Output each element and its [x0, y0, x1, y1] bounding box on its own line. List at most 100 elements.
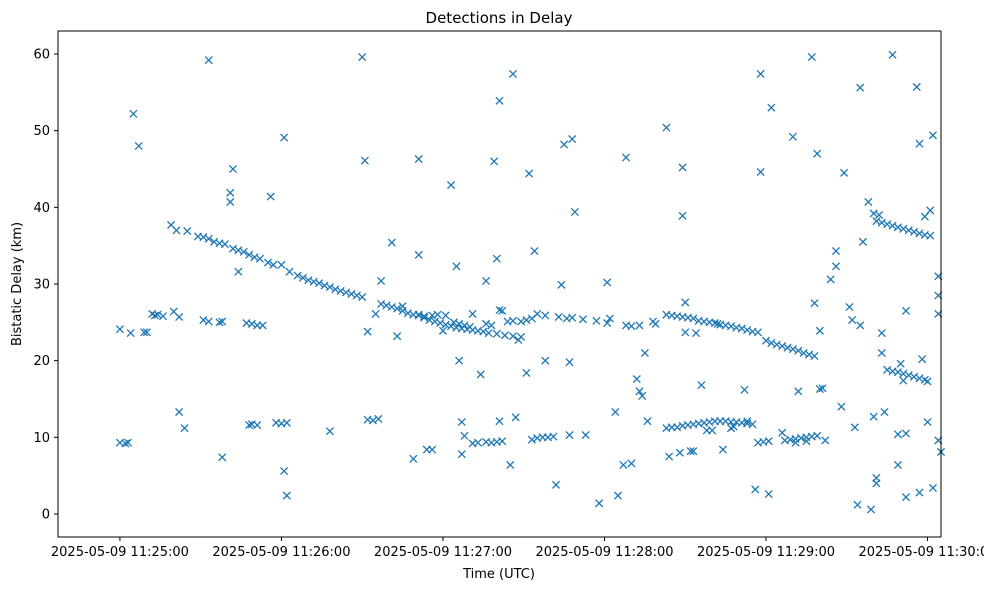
x-tick-label: 2025-05-09 11:25:00 — [51, 545, 189, 560]
data-point — [387, 238, 396, 247]
data-point — [901, 429, 911, 438]
data-point — [142, 328, 151, 337]
data-point — [665, 452, 674, 461]
data-point — [918, 355, 927, 364]
data-point — [896, 359, 905, 368]
data-point — [277, 260, 286, 269]
data-point — [810, 299, 819, 308]
data-point — [915, 488, 924, 497]
data-point — [228, 244, 238, 253]
data-point — [495, 96, 504, 105]
data-point — [691, 329, 701, 338]
data-point — [883, 365, 892, 374]
data-point — [899, 369, 908, 378]
data-point — [560, 140, 569, 149]
data-point — [893, 223, 902, 232]
data-point — [794, 346, 803, 355]
data-point — [767, 103, 776, 112]
y-tick-label: 20 — [33, 354, 50, 369]
data-point — [805, 350, 814, 359]
data-point — [904, 226, 913, 235]
data-point — [498, 306, 507, 315]
data-point — [245, 421, 254, 430]
data-point — [778, 342, 787, 351]
data-point — [799, 348, 808, 358]
data-point — [204, 234, 213, 243]
data-point — [678, 163, 687, 172]
data-point — [928, 483, 937, 492]
data-point — [718, 445, 728, 454]
data-point — [915, 374, 924, 383]
y-tick-label: 60 — [33, 48, 50, 63]
data-point — [465, 322, 474, 331]
data-point — [175, 407, 184, 417]
data-point — [826, 275, 835, 284]
data-point — [815, 384, 824, 394]
data-point — [592, 316, 601, 325]
data-point — [549, 432, 558, 441]
data-point — [595, 499, 604, 508]
data-point — [893, 460, 902, 469]
data-point — [239, 247, 248, 256]
data-point — [613, 491, 623, 500]
data-point — [753, 328, 762, 337]
data-point — [315, 279, 324, 288]
data-point — [923, 417, 932, 427]
data-point — [756, 168, 765, 177]
data-point — [912, 82, 921, 92]
data-point — [449, 318, 458, 327]
data-point — [210, 237, 219, 246]
data-point — [495, 306, 504, 315]
data-point — [508, 316, 518, 325]
data-point — [341, 288, 351, 297]
data-point — [226, 197, 235, 207]
data-point — [495, 417, 504, 426]
data-point — [678, 211, 687, 220]
data-point — [686, 447, 695, 456]
data-point — [420, 313, 429, 322]
data-point — [901, 306, 911, 315]
data-point — [492, 329, 501, 338]
data-point — [565, 358, 574, 367]
data-point — [468, 309, 477, 318]
plot-frame — [57, 30, 942, 538]
data-point — [858, 237, 867, 246]
data-point — [220, 240, 229, 249]
data-point — [129, 109, 138, 118]
data-point — [926, 206, 935, 215]
data-point — [352, 291, 361, 300]
data-point — [298, 273, 308, 282]
data-point — [541, 311, 550, 320]
data-point — [376, 276, 386, 285]
data-point — [199, 233, 208, 242]
data-point — [856, 321, 865, 330]
data-point — [662, 123, 671, 132]
data-point — [818, 384, 827, 393]
data-point — [603, 278, 612, 287]
data-point — [581, 430, 590, 440]
data-point — [150, 311, 159, 320]
data-point — [487, 321, 496, 330]
data-point — [126, 329, 135, 338]
data-point — [282, 418, 291, 427]
data-point — [875, 210, 884, 220]
data-point — [234, 267, 243, 276]
data-point — [788, 132, 797, 141]
data-point — [457, 417, 466, 427]
data-point — [743, 417, 752, 426]
data-point — [627, 322, 636, 331]
data-point — [831, 262, 841, 271]
data-point — [320, 281, 329, 290]
data-point — [282, 491, 291, 500]
data-point — [134, 141, 143, 151]
y-tick-label: 30 — [33, 278, 50, 293]
data-point — [371, 309, 380, 318]
data-point — [420, 312, 429, 321]
data-point — [737, 324, 746, 333]
data-point — [393, 304, 402, 313]
data-point — [568, 313, 577, 322]
y-tick-label: 50 — [33, 124, 50, 139]
data-point — [508, 332, 518, 341]
data-point — [689, 314, 698, 323]
data-point — [554, 312, 563, 322]
